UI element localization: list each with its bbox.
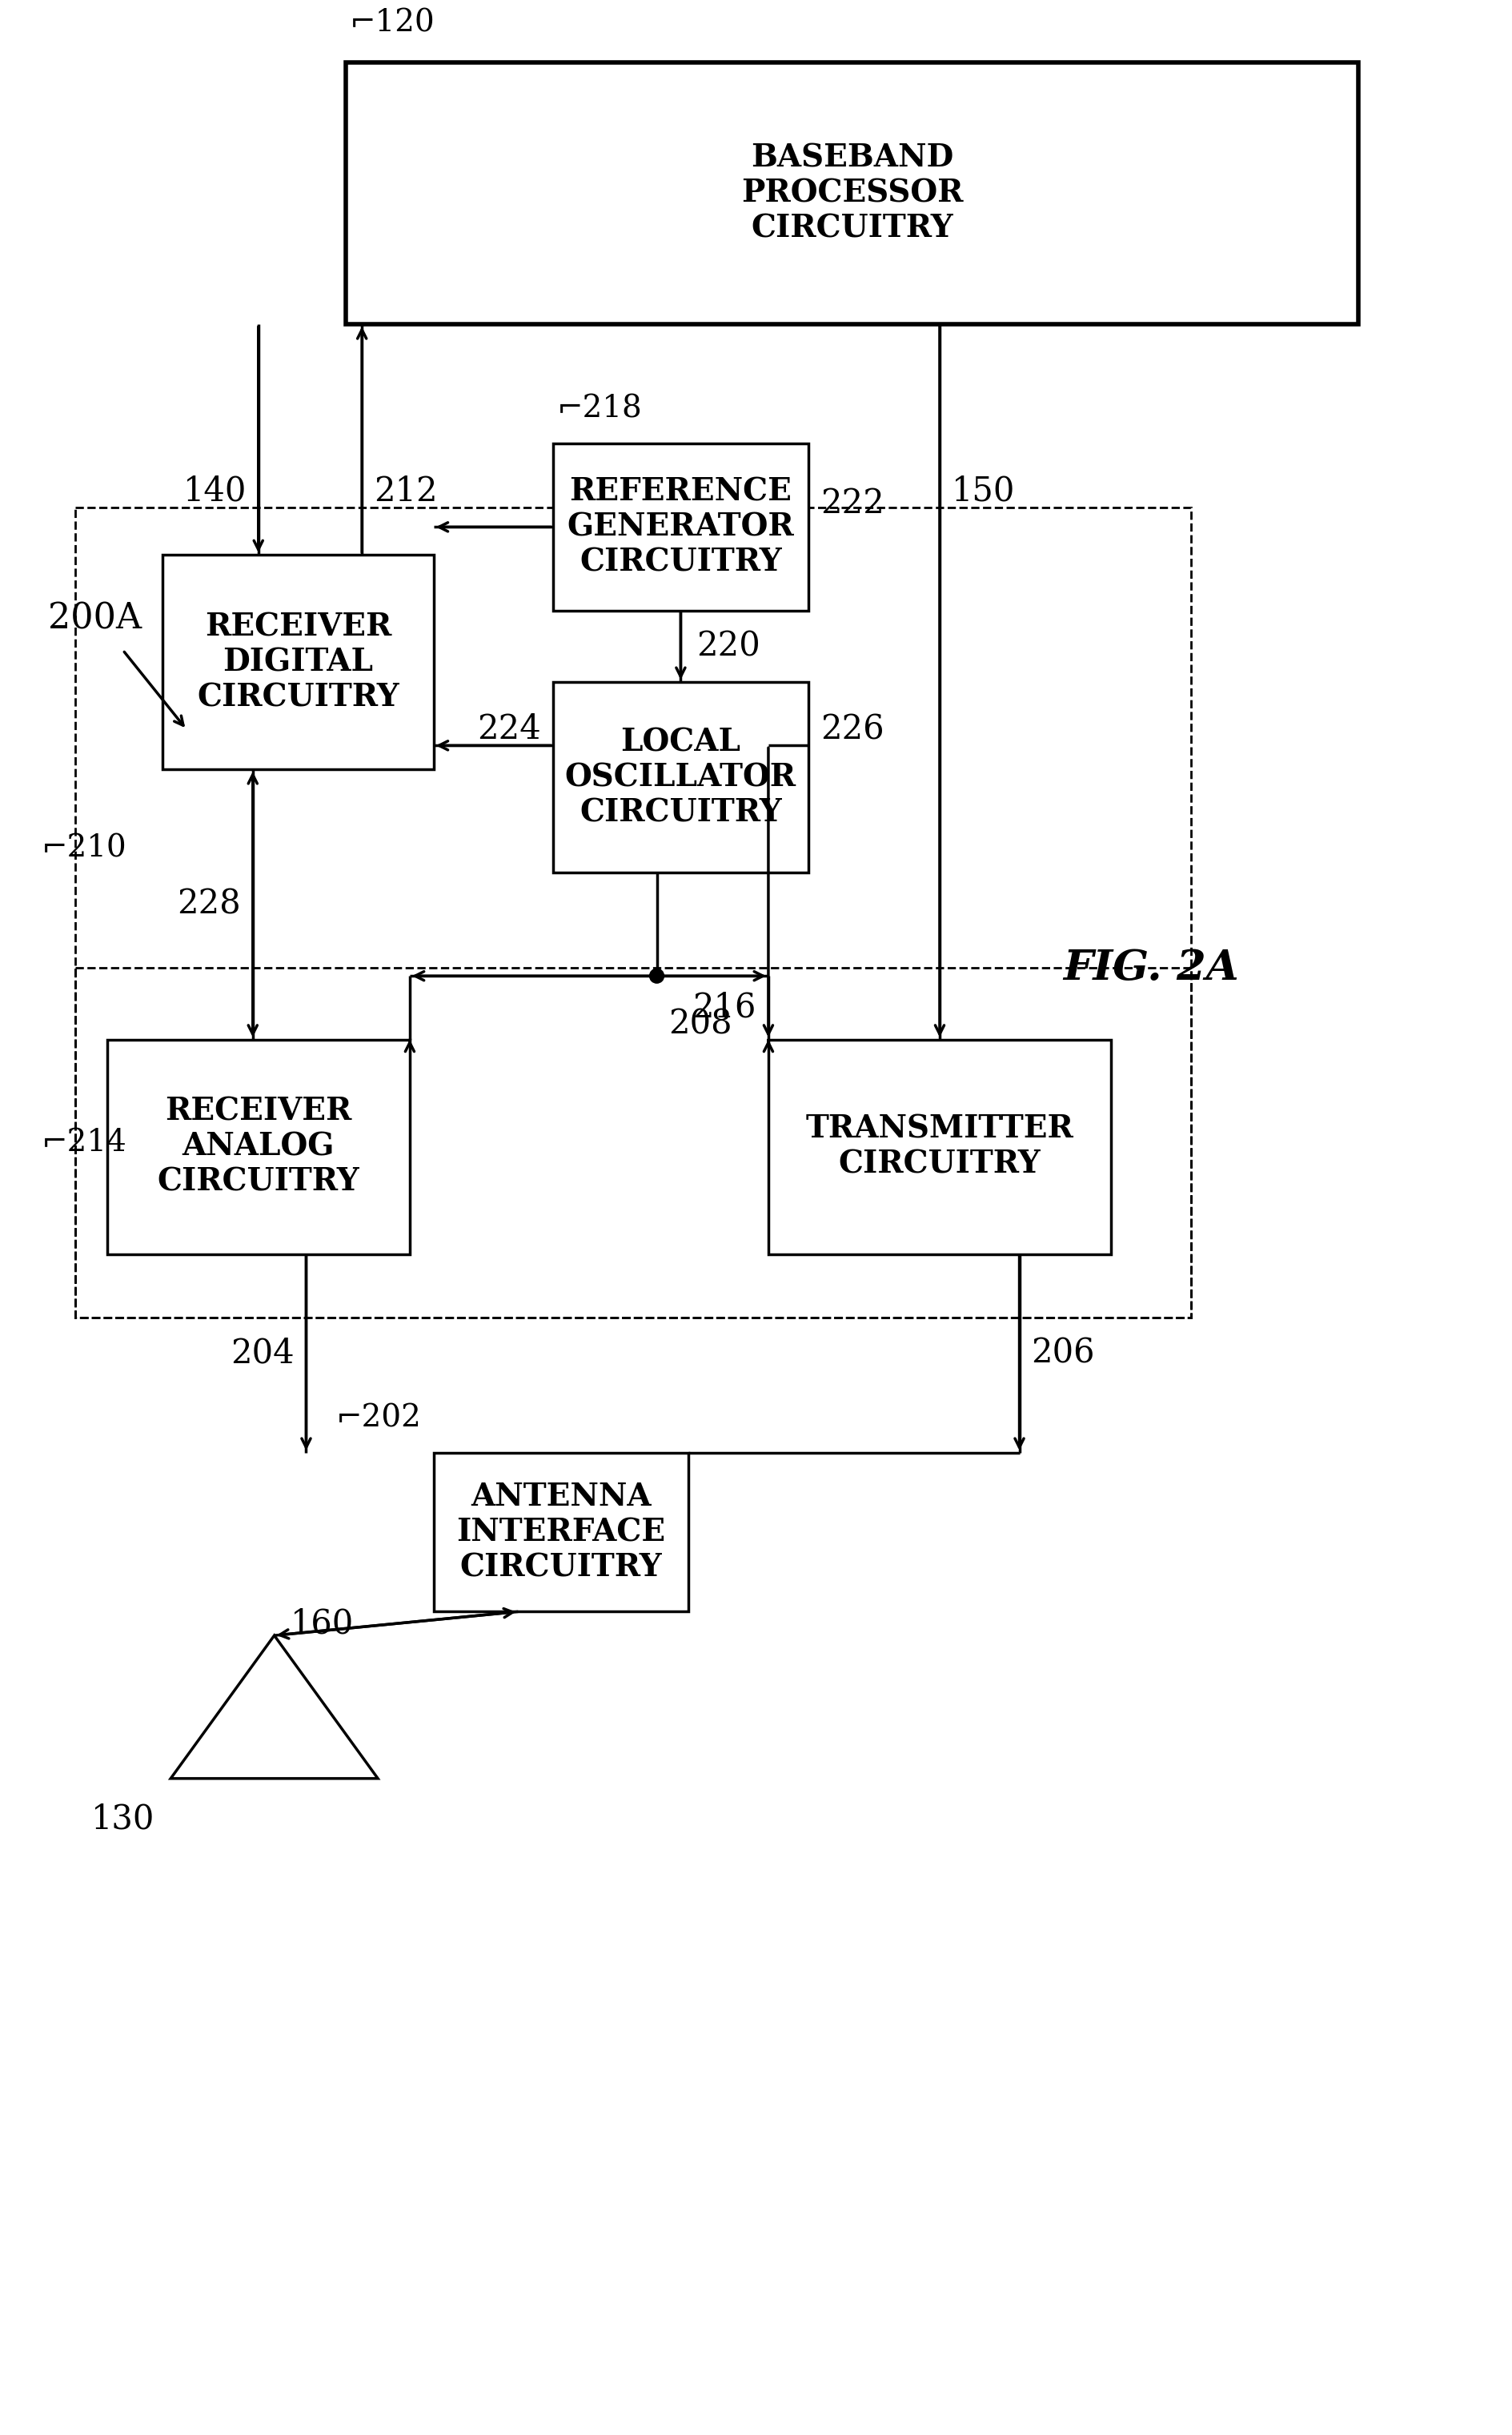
Text: FIG. 2A: FIG. 2A [1063,947,1238,989]
Bar [553,443,807,611]
Text: 222: 222 [820,487,883,521]
Text: 130: 130 [91,1802,154,1836]
Text: 212: 212 [373,475,437,509]
Text: ⌐120: ⌐120 [349,10,435,39]
Text: 208: 208 [668,1008,732,1042]
Text: RECEIVER
DIGITAL
CIRCUITRY: RECEIVER DIGITAL CIRCUITRY [197,611,399,713]
Text: ⌐210: ⌐210 [41,835,127,864]
Text: 150: 150 [951,475,1015,509]
Bar [76,969,1190,1317]
Text: 200A: 200A [48,601,142,636]
Text: REFERENCE
GENERATOR
CIRCUITRY: REFERENCE GENERATOR CIRCUITRY [567,477,794,577]
Text: RECEIVER
ANALOG
CIRCUITRY: RECEIVER ANALOG CIRCUITRY [157,1096,360,1198]
Bar [346,63,1358,324]
Bar [768,1040,1110,1254]
Text: ANTENNA
INTERFACE
CIRCUITRY: ANTENNA INTERFACE CIRCUITRY [457,1483,665,1583]
Text: BASEBAND
PROCESSOR
CIRCUITRY: BASEBAND PROCESSOR CIRCUITRY [741,144,963,244]
Text: TRANSMITTER
CIRCUITRY: TRANSMITTER CIRCUITRY [806,1113,1074,1179]
Bar [553,682,807,872]
Bar [434,1454,688,1612]
Text: 228: 228 [177,889,240,920]
Text: 206: 206 [1031,1337,1095,1371]
Text: 204: 204 [230,1337,293,1371]
Text: LOCAL
OSCILLATOR
CIRCUITRY: LOCAL OSCILLATOR CIRCUITRY [564,728,795,828]
Bar [163,555,434,769]
Circle shape [649,969,664,984]
Text: ⌐218: ⌐218 [556,394,643,424]
Bar [107,1040,410,1254]
Text: 140: 140 [183,475,246,509]
Text: 224: 224 [478,713,541,748]
Text: 216: 216 [692,991,756,1025]
Text: ⌐202: ⌐202 [336,1403,422,1432]
Text: 226: 226 [820,713,883,748]
Text: 160: 160 [290,1607,354,1641]
Text: 220: 220 [696,628,761,662]
Text: ⌐214: ⌐214 [41,1127,127,1157]
Bar [76,506,1190,1317]
